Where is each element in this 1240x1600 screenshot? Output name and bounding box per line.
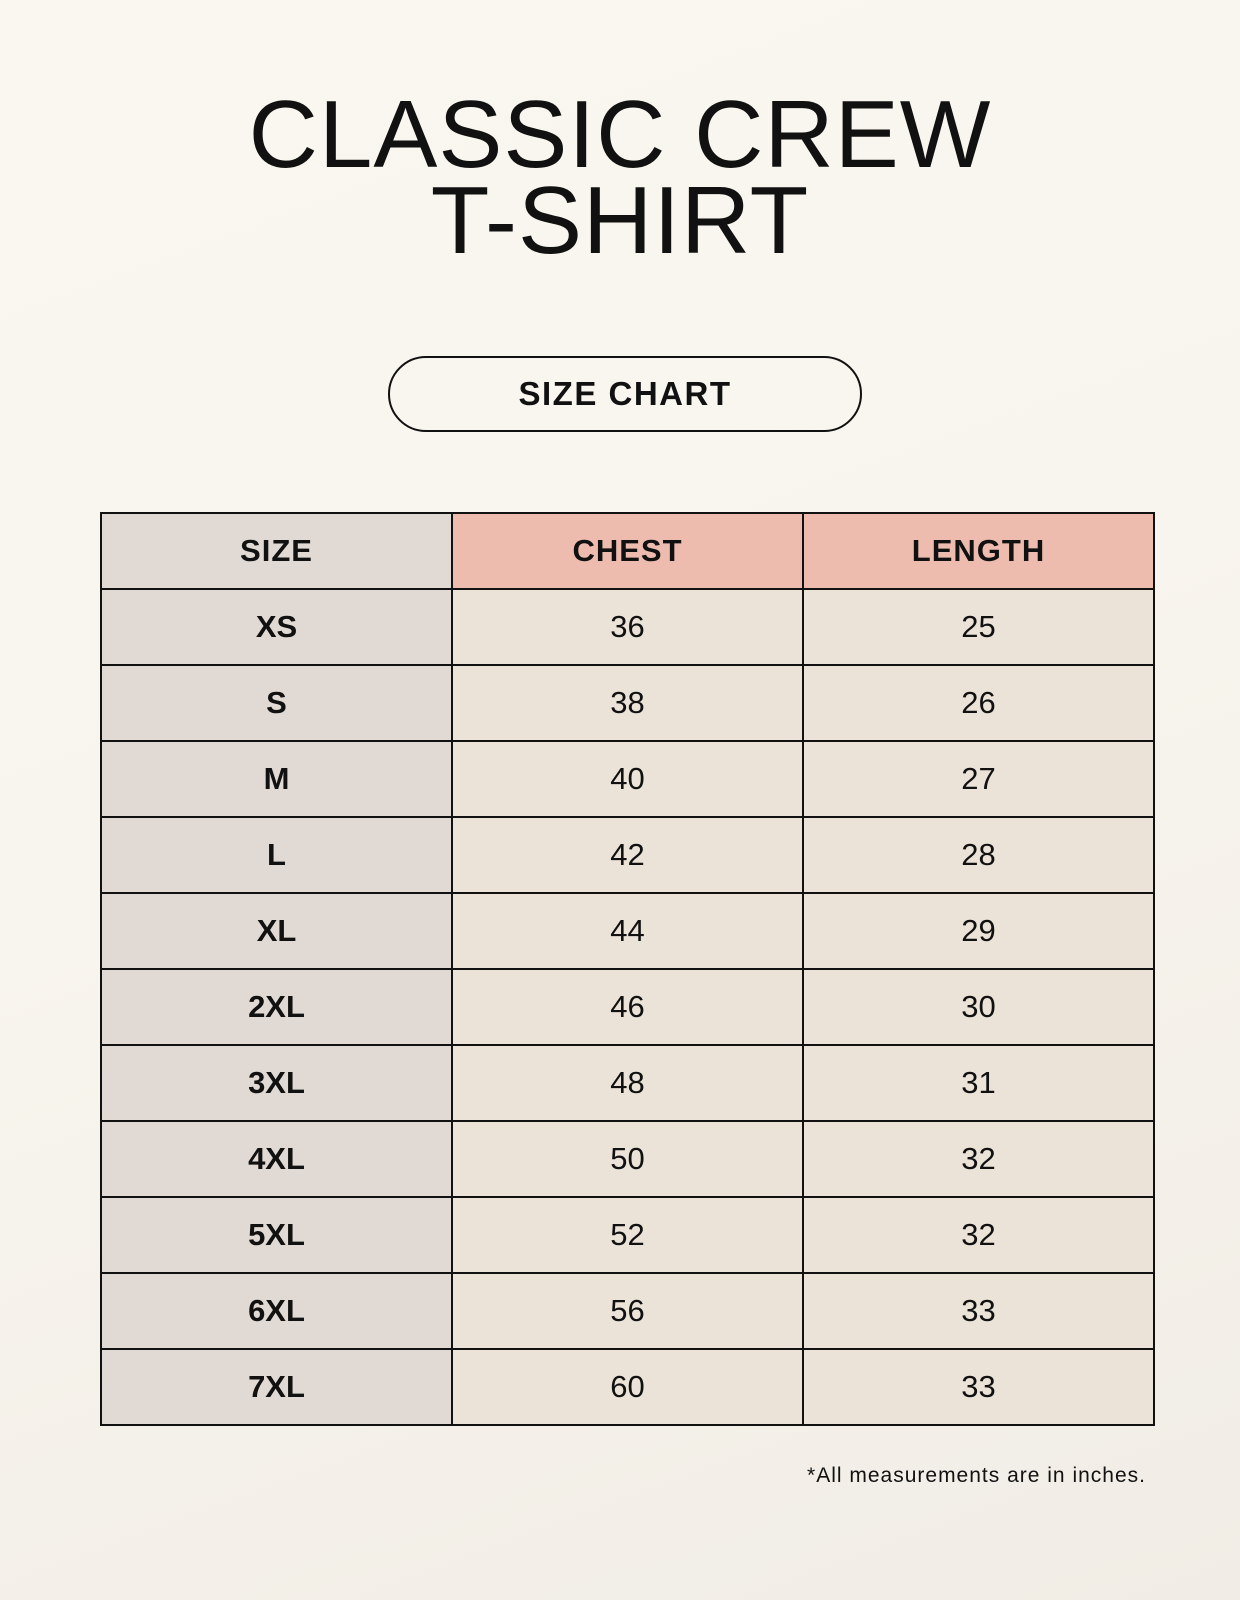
header-chest: CHEST bbox=[451, 512, 804, 590]
chest-cell: 52 bbox=[451, 1196, 804, 1274]
header-size: SIZE bbox=[100, 512, 453, 590]
chest-cell: 36 bbox=[451, 588, 804, 666]
length-cell: 28 bbox=[802, 816, 1155, 894]
size-cell: 7XL bbox=[100, 1348, 453, 1426]
size-cell: M bbox=[100, 740, 453, 818]
table-header-row: SIZE CHEST LENGTH bbox=[100, 512, 1155, 590]
length-cell: 32 bbox=[802, 1120, 1155, 1198]
length-cell: 30 bbox=[802, 968, 1155, 1046]
size-cell: XS bbox=[100, 588, 453, 666]
length-cell: 25 bbox=[802, 588, 1155, 666]
length-cell: 32 bbox=[802, 1196, 1155, 1274]
chest-cell: 48 bbox=[451, 1044, 804, 1122]
page-title: CLASSIC CREW T-SHIRT bbox=[0, 81, 1240, 274]
length-cell: 33 bbox=[802, 1348, 1155, 1426]
size-cell: 3XL bbox=[100, 1044, 453, 1122]
size-cell: 6XL bbox=[100, 1272, 453, 1350]
size-cell: S bbox=[100, 664, 453, 742]
footnote: *All measurements are in inches. bbox=[807, 1464, 1146, 1487]
chest-cell: 56 bbox=[451, 1272, 804, 1350]
table-row: S 38 26 bbox=[100, 664, 1155, 742]
chest-cell: 40 bbox=[451, 740, 804, 818]
table-row: XS 36 25 bbox=[100, 588, 1155, 666]
size-chart-badge: SIZE CHART bbox=[388, 356, 862, 432]
chest-cell: 38 bbox=[451, 664, 804, 742]
chest-cell: 46 bbox=[451, 968, 804, 1046]
size-cell: 5XL bbox=[100, 1196, 453, 1274]
table-row: XL 44 29 bbox=[100, 892, 1155, 970]
chest-cell: 50 bbox=[451, 1120, 804, 1198]
length-cell: 33 bbox=[802, 1272, 1155, 1350]
table-row: 6XL 56 33 bbox=[100, 1272, 1155, 1350]
chest-cell: 42 bbox=[451, 816, 804, 894]
size-cell: 4XL bbox=[100, 1120, 453, 1198]
table-row: 7XL 60 33 bbox=[100, 1348, 1155, 1426]
chest-cell: 60 bbox=[451, 1348, 804, 1426]
size-cell: XL bbox=[100, 892, 453, 970]
size-table: SIZE CHEST LENGTH XS 36 25 S 38 26 M 40 27 L 42 28 X… bbox=[100, 512, 1155, 1426]
table-row: 2XL 46 30 bbox=[100, 968, 1155, 1046]
title-line-1: CLASSIC CREW bbox=[248, 81, 992, 188]
length-cell: 27 bbox=[802, 740, 1155, 818]
length-cell: 26 bbox=[802, 664, 1155, 742]
table-row: 3XL 48 31 bbox=[100, 1044, 1155, 1122]
length-cell: 29 bbox=[802, 892, 1155, 970]
size-cell: 2XL bbox=[100, 968, 453, 1046]
length-cell: 31 bbox=[802, 1044, 1155, 1122]
size-cell: L bbox=[100, 816, 453, 894]
title-line-2: T-SHIRT bbox=[430, 167, 810, 274]
table-row: L 42 28 bbox=[100, 816, 1155, 894]
table-row: M 40 27 bbox=[100, 740, 1155, 818]
table-row: 5XL 52 32 bbox=[100, 1196, 1155, 1274]
header-length: LENGTH bbox=[802, 512, 1155, 590]
chest-cell: 44 bbox=[451, 892, 804, 970]
table-row: 4XL 50 32 bbox=[100, 1120, 1155, 1198]
